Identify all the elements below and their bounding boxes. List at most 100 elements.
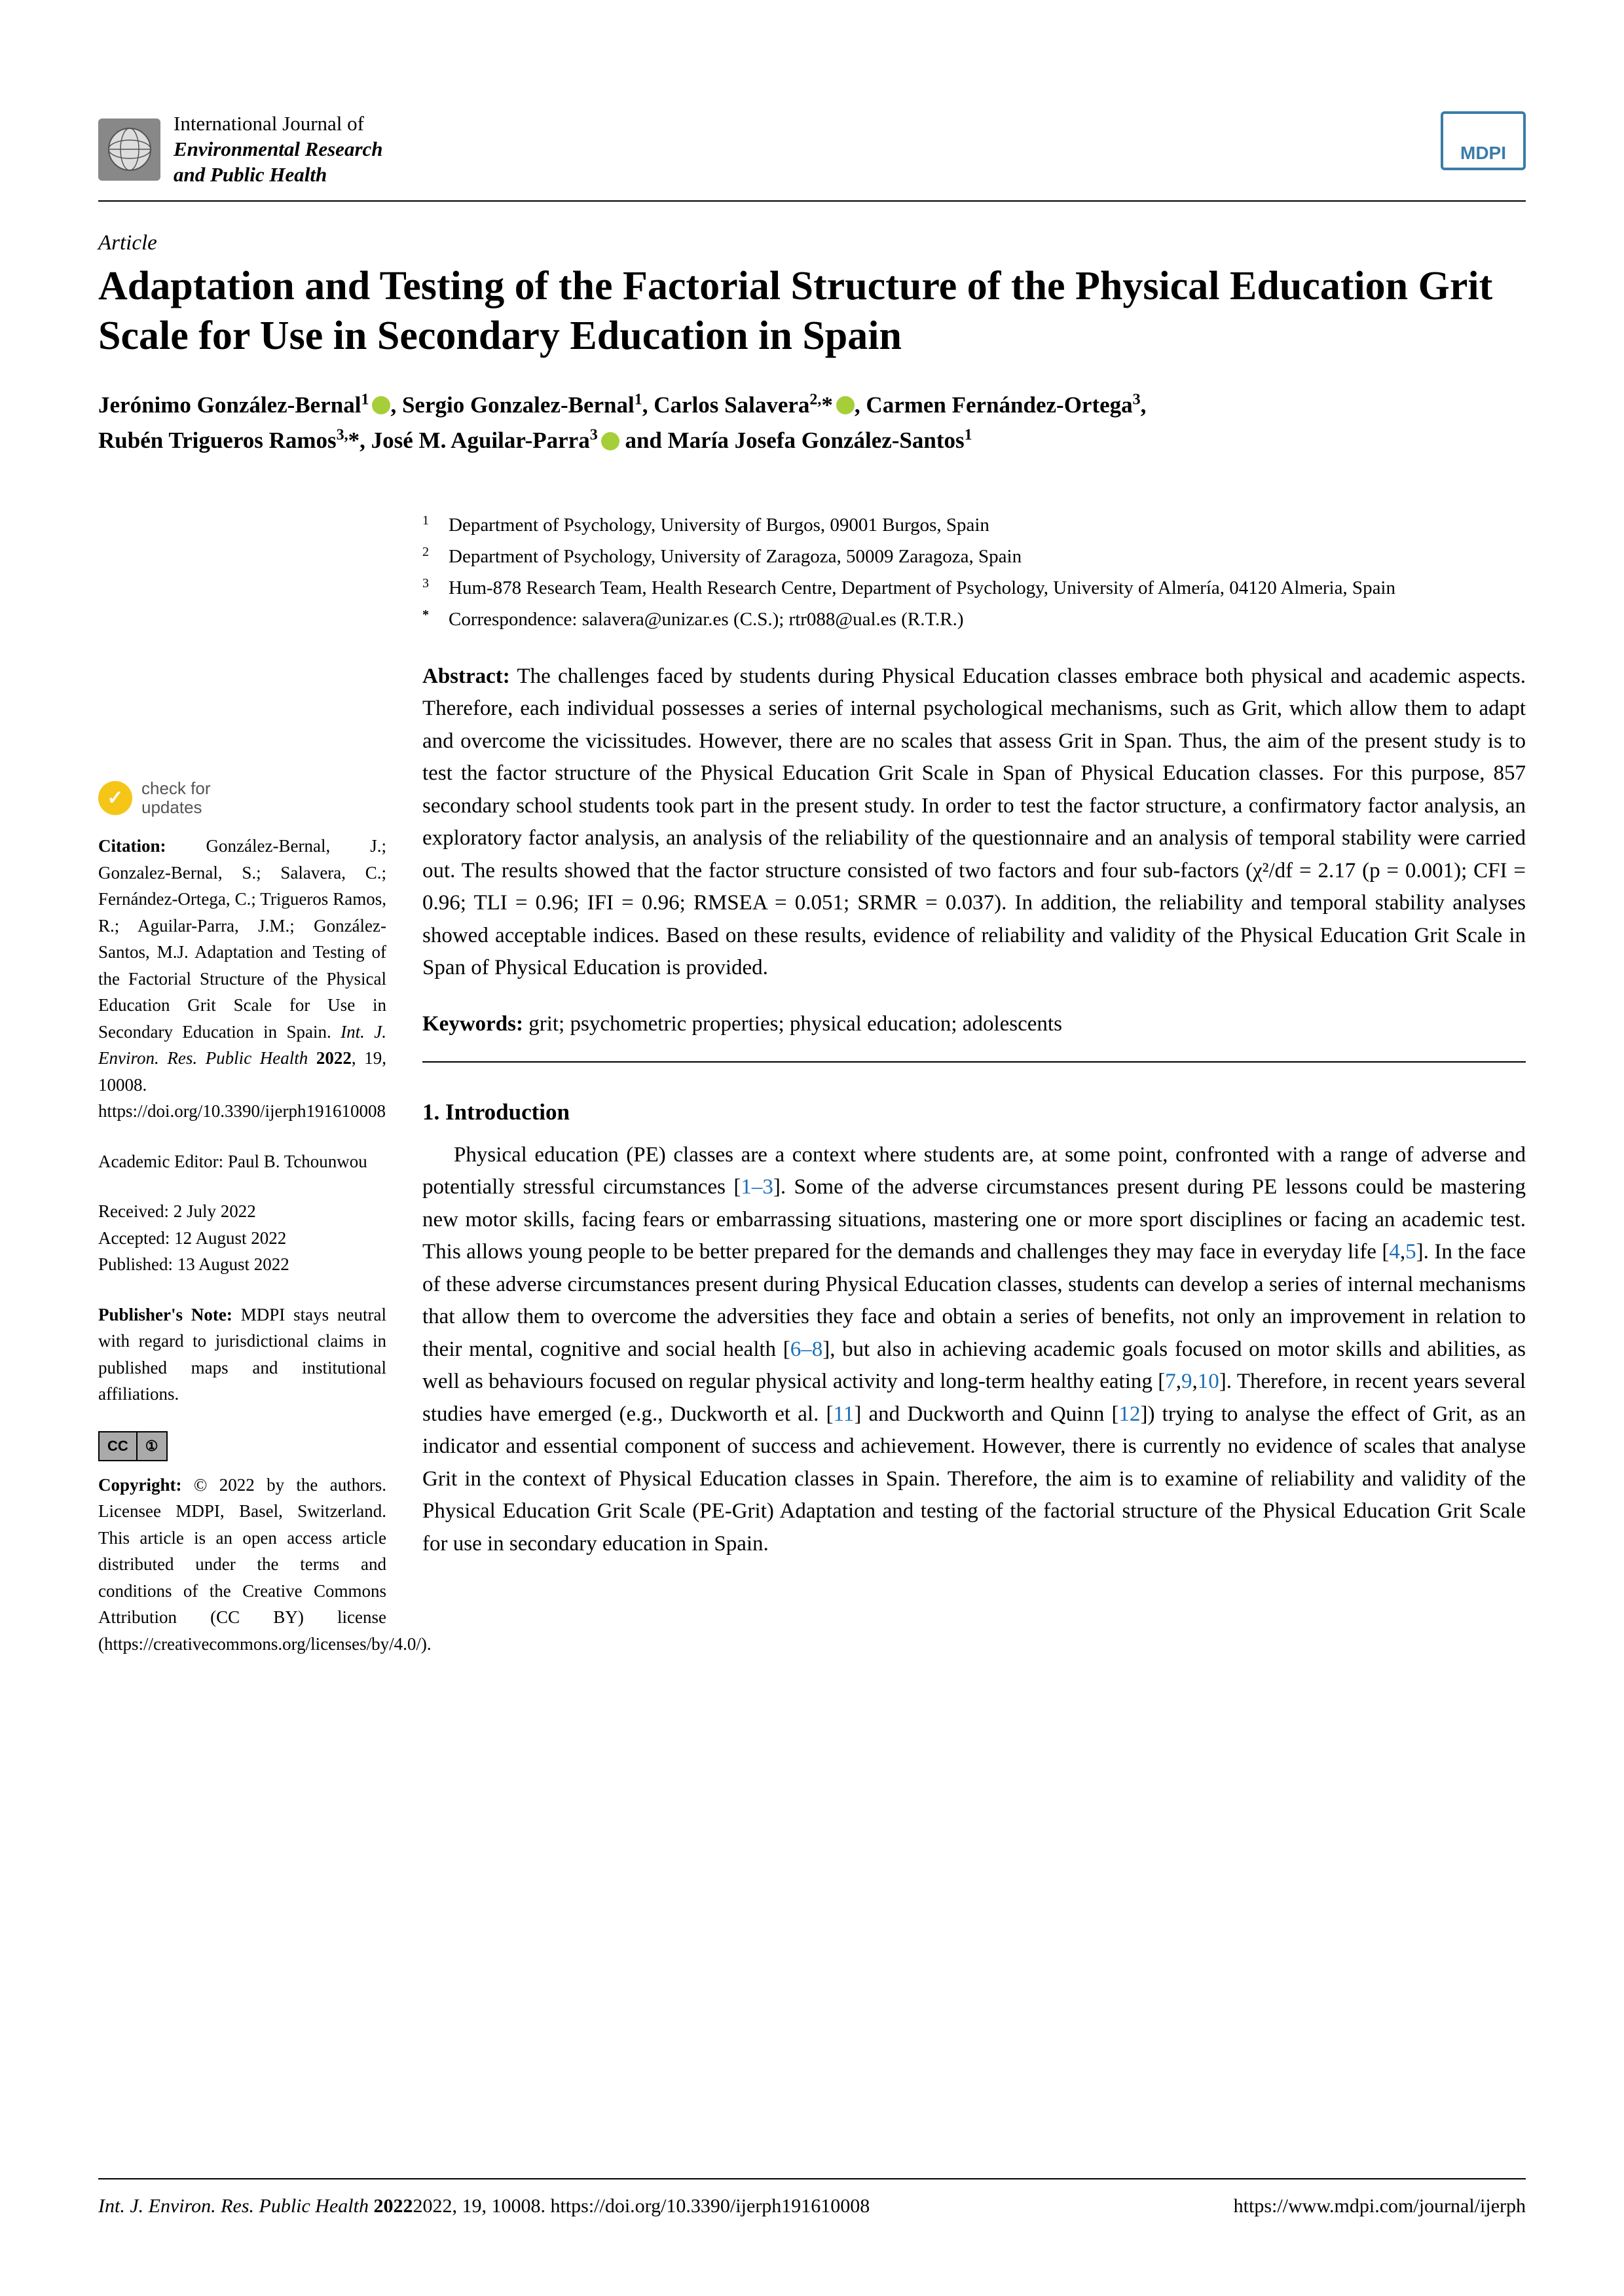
section-heading: 1. Introduction xyxy=(422,1095,1526,1130)
affil-text: Department of Psychology, University of … xyxy=(449,542,1022,572)
article-type: Article xyxy=(98,231,1526,255)
citation-label: Citation: xyxy=(98,836,166,856)
pubnote-label: Publisher's Note: xyxy=(98,1305,232,1324)
correspondence-row: * Correspondence: salavera@unizar.es (C.… xyxy=(422,605,1526,634)
journal-branding: International Journal of Environmental R… xyxy=(98,111,383,187)
check-updates-badge[interactable]: check for updates xyxy=(98,779,386,816)
affil-number: 1 xyxy=(422,511,437,540)
orcid-icon[interactable] xyxy=(601,432,619,450)
copyright-block: Copyright: © 2022 by the authors. Licens… xyxy=(98,1472,386,1658)
author-name: , Carlos Salavera xyxy=(642,392,810,418)
corresponding-star: * xyxy=(821,392,833,418)
received-date: Received: 2 July 2022 xyxy=(98,1198,386,1225)
cc-license-badge[interactable]: CC ① xyxy=(98,1431,168,1461)
keywords-label: Keywords: xyxy=(422,1012,523,1036)
citation-link[interactable]: 6–8 xyxy=(790,1338,823,1361)
by-icon: ① xyxy=(138,1432,166,1460)
sidebar: check for updates Citation: González-Ber… xyxy=(98,511,386,1681)
citation-link[interactable]: 7 xyxy=(1165,1370,1176,1393)
affiliation-row: 1 Department of Psychology, University o… xyxy=(422,511,1526,540)
affil-text: Department of Psychology, University of … xyxy=(449,511,989,540)
cite-separator: , xyxy=(1400,1240,1405,1264)
author-name: Jerónimo González-Bernal xyxy=(98,392,361,418)
intro-paragraph: Physical education (PE) classes are a co… xyxy=(422,1139,1526,1561)
author-affil-sup: 3 xyxy=(1133,391,1141,408)
author-affil-sup: 2, xyxy=(809,391,821,408)
globe-icon xyxy=(98,118,160,181)
citation-text: González-Bernal, J.; Gonzalez-Bernal, S.… xyxy=(98,836,386,1042)
citation-link[interactable]: 10 xyxy=(1198,1370,1219,1393)
editor-label: Academic Editor: xyxy=(98,1152,228,1171)
article-body: 1 Department of Psychology, University o… xyxy=(422,511,1526,1681)
citation-block: Citation: González-Bernal, J.; Gonzalez-… xyxy=(98,833,386,1125)
accepted-date: Accepted: 12 August 2022 xyxy=(98,1225,386,1252)
footer-journal: Int. J. Environ. Res. Public Health xyxy=(98,2195,373,2217)
body-text: ] and Duckworth and Quinn [ xyxy=(854,1402,1118,1426)
citation-link[interactable]: 9 xyxy=(1181,1370,1192,1393)
journal-name: International Journal of Environmental R… xyxy=(174,111,383,187)
author-affil-sup: 1 xyxy=(635,391,642,408)
affiliation-row: 3 Hum-878 Research Team, Health Research… xyxy=(422,574,1526,603)
page-header: International Journal of Environmental R… xyxy=(98,111,1526,202)
dates-block: Received: 2 July 2022 Accepted: 12 Augus… xyxy=(98,1198,386,1278)
cc-icon: CC xyxy=(100,1432,138,1460)
citation-link[interactable]: 5 xyxy=(1405,1240,1416,1264)
article-title: Adaptation and Testing of the Factorial … xyxy=(98,262,1526,361)
author-name: , Sergio Gonzalez-Bernal xyxy=(390,392,634,418)
affil-number: 2 xyxy=(422,542,437,572)
keywords-text: grit; psychometric properties; physical … xyxy=(523,1012,1062,1036)
page-footer: Int. J. Environ. Res. Public Health 2022… xyxy=(98,2178,1526,2217)
citation-link[interactable]: 12 xyxy=(1119,1402,1141,1426)
main-content: check for updates Citation: González-Ber… xyxy=(98,511,1526,1681)
abstract-text: The challenges faced by students during … xyxy=(422,665,1526,980)
cite-separator: , xyxy=(1192,1370,1198,1393)
citation-link[interactable]: 4 xyxy=(1389,1240,1400,1264)
correspondence-text: Correspondence: salavera@unizar.es (C.S.… xyxy=(449,605,964,634)
author-name: María Josefa González-Santos xyxy=(668,428,965,453)
journal-name-line3: and Public Health xyxy=(174,162,383,188)
abstract-label: Abstract: xyxy=(422,665,510,688)
published-date: Published: 13 August 2022 xyxy=(98,1251,386,1278)
correspondence-star: * xyxy=(422,605,437,634)
cite-separator: , xyxy=(1176,1370,1181,1393)
orcid-icon[interactable] xyxy=(372,396,390,414)
orcid-icon[interactable] xyxy=(836,396,855,414)
author-affil-sup: 3 xyxy=(590,426,598,443)
author-name: , José M. Aguilar-Parra xyxy=(360,428,590,453)
author-list: Jerónimo González-Bernal1, Sergio Gonzal… xyxy=(98,388,1526,459)
footer-year: 2022 xyxy=(373,2195,413,2217)
affil-text: Hum-878 Research Team, Health Research C… xyxy=(449,574,1395,603)
author-and: and xyxy=(619,428,668,453)
affil-number: 3 xyxy=(422,574,437,603)
affiliation-row: 2 Department of Psychology, University o… xyxy=(422,542,1526,572)
abstract: Abstract: The challenges faced by studen… xyxy=(422,661,1526,985)
citation-year: 2022 xyxy=(316,1048,352,1068)
section-divider xyxy=(422,1061,1526,1063)
author-affil-sup: 1 xyxy=(965,426,972,443)
publishers-note-block: Publisher's Note: MDPI stays neutral wit… xyxy=(98,1302,386,1408)
journal-name-line2: Environmental Research xyxy=(174,137,383,162)
author-affil-sup: 3, xyxy=(337,426,348,443)
journal-name-line1: International Journal of xyxy=(174,111,383,137)
check-updates-line2: updates xyxy=(141,798,211,817)
citation-link[interactable]: 11 xyxy=(834,1402,855,1426)
footer-left: Int. J. Environ. Res. Public Health 2022… xyxy=(98,2195,870,2217)
author-affil-sup: 1 xyxy=(361,391,369,408)
copyright-label: Copyright: xyxy=(98,1475,182,1495)
citation-link[interactable]: 1–3 xyxy=(741,1175,773,1199)
copyright-text: © 2022 by the authors. Licensee MDPI, Ba… xyxy=(98,1475,432,1654)
editor-block: Academic Editor: Paul B. Tchounwou xyxy=(98,1148,386,1175)
corresponding-star: * xyxy=(348,428,360,453)
author-name: , Carmen Fernández-Ortega xyxy=(855,392,1133,418)
footer-citation: 2022, 19, 10008. https://doi.org/10.3390… xyxy=(413,2195,870,2217)
check-updates-text: check for updates xyxy=(141,779,211,816)
mdpi-logo-icon: MDPI xyxy=(1441,111,1526,170)
editor-name: Paul B. Tchounwou xyxy=(228,1152,367,1171)
check-updates-icon xyxy=(98,781,132,815)
affiliations: 1 Department of Psychology, University o… xyxy=(422,511,1526,634)
footer-url[interactable]: https://www.mdpi.com/journal/ijerph xyxy=(1234,2195,1526,2217)
keywords: Keywords: grit; psychometric properties;… xyxy=(422,1008,1526,1041)
publisher-label: MDPI xyxy=(1460,143,1506,164)
author-name: Rubén Trigueros Ramos xyxy=(98,428,337,453)
check-updates-line1: check for xyxy=(141,779,211,798)
